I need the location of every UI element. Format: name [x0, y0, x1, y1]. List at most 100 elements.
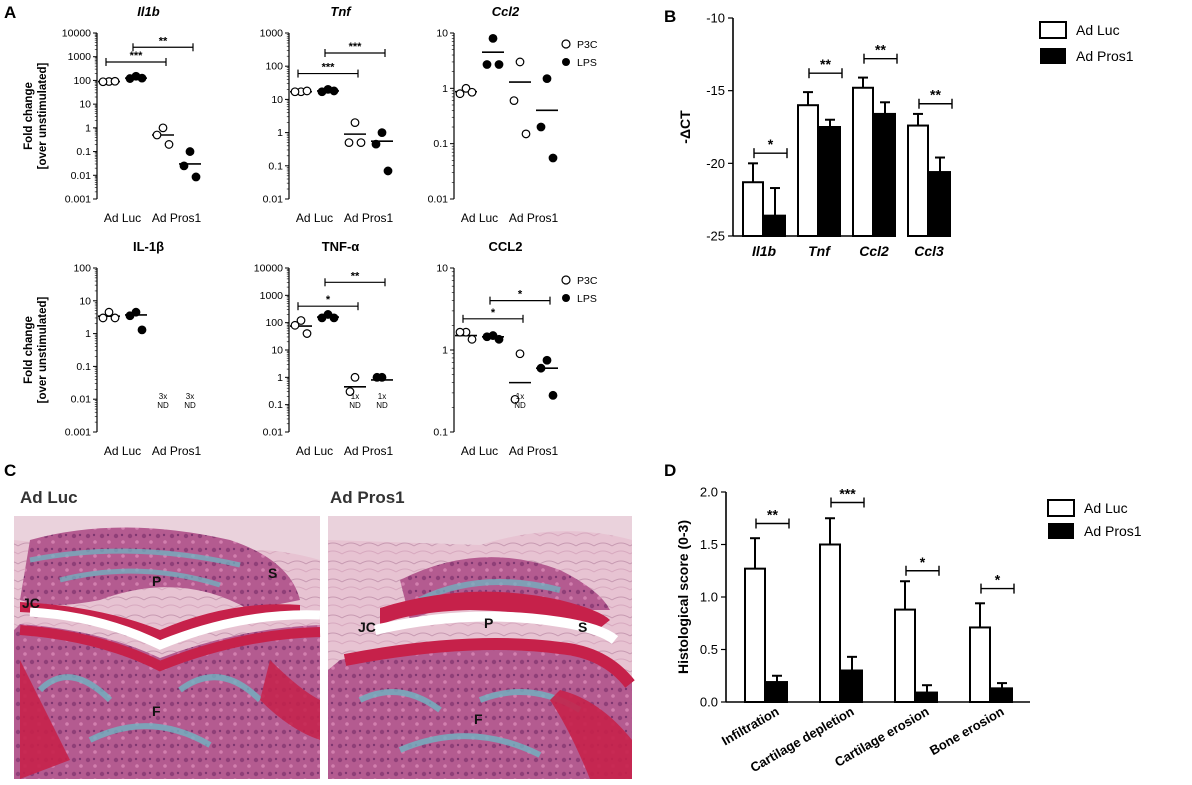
significance-label: *: [920, 554, 926, 570]
bar: [991, 687, 1013, 703]
x-label: Ad Luc: [461, 444, 498, 458]
data-point: [356, 138, 366, 147]
data-point: [290, 87, 300, 97]
legend-filled-swatch: [1048, 523, 1074, 539]
y-tick-label: 1: [277, 127, 283, 139]
data-point: [185, 147, 195, 156]
data-point: [302, 86, 312, 96]
data-point: [125, 311, 135, 321]
data-point: [350, 372, 360, 382]
data-point: [317, 313, 327, 323]
legend-filled-label: Ad Pros1: [1084, 523, 1142, 539]
histology-label-s: S: [268, 565, 277, 581]
bar: [894, 608, 916, 703]
legend-open-label: P3C: [577, 275, 598, 287]
y-tick-label: 1000: [260, 28, 284, 40]
data-point: [125, 74, 135, 83]
data-point: [536, 122, 546, 132]
y-tick-label: 1: [442, 345, 448, 357]
data-point: [542, 74, 552, 83]
significance-label: *: [518, 289, 523, 301]
plot-tnf: 0.01 0.1 1 10 100 1000 Tnf Ad Luc Ad Pros1 *** ***: [260, 4, 394, 225]
legend-filled-label: LPS: [577, 293, 597, 305]
y-tick-label: -25: [706, 229, 725, 244]
histology-panel: Ad Luc Ad Pros1 P S JC F: [14, 488, 635, 779]
plot-delta-ct: -10 -15 -20 -25 -ΔCT * Il1b ** Tnf ** Ccl2 ** Ccl3: [677, 11, 953, 259]
legend-open-swatch: [1039, 21, 1067, 39]
plot-title: Tnf: [330, 4, 352, 19]
x-label: Ad Pros1: [509, 444, 559, 458]
y-tick-label: 100: [265, 61, 283, 73]
data-point: [104, 307, 114, 317]
panel-label-a: A: [4, 3, 16, 22]
nd-label: ND: [157, 401, 169, 410]
category-label: Ccl2: [859, 243, 889, 259]
data-point: [494, 334, 504, 344]
nd-label: 1x: [351, 392, 359, 401]
y-tick-label: 10: [436, 263, 448, 275]
nd-label: ND: [349, 401, 361, 410]
category-label: Bone erosion: [927, 704, 1006, 759]
panel-label-c: C: [4, 461, 16, 480]
y-axis-label: [over unstimulated]: [37, 296, 49, 403]
data-point: [110, 313, 120, 323]
significance-label: ***: [839, 486, 856, 502]
y-axis-label: Fold change: [23, 316, 35, 384]
y-tick-label: 0.5: [700, 642, 718, 657]
data-point: [137, 325, 147, 335]
plot-title: IL-1β: [133, 239, 164, 254]
plot-il1b: 0.001 0.01 0.1 1 10 100 1000 10000 Il1b Ad Luc Ad …: [23, 4, 202, 225]
legend-top: P3C LPS: [561, 39, 598, 69]
bar: [969, 626, 991, 704]
y-tick-label: -20: [706, 156, 725, 171]
data-point: [371, 139, 381, 149]
plot-title: CCL2: [489, 239, 523, 254]
legend-bottom: P3C LPS: [561, 275, 598, 305]
data-point: [383, 166, 393, 176]
histology-title-left: Ad Luc: [20, 488, 78, 507]
data-point: [152, 130, 162, 140]
y-tick-label: 1.5: [700, 537, 718, 552]
data-point: [515, 349, 525, 359]
data-point: [455, 327, 465, 337]
y-tick-label: -15: [706, 83, 725, 98]
y-tick-label: 100: [73, 263, 91, 275]
plot-histological-score: 0.0 0.5 1.0 1.5 2.0 Histological score (0-3) *…: [675, 485, 1030, 775]
histology-title-right: Ad Pros1: [330, 488, 405, 507]
histology-label-f: F: [474, 711, 483, 727]
y-tick-label: 100: [265, 317, 283, 329]
data-point: [521, 129, 531, 139]
histology-label-f: F: [152, 703, 161, 719]
significance-label: ***: [349, 41, 363, 53]
y-tick-label: 0.1: [433, 427, 448, 439]
data-point: [329, 313, 339, 323]
y-tick-label: 0.01: [71, 170, 92, 182]
bar: [874, 112, 896, 237]
bar: [907, 124, 929, 237]
x-label: Ad Pros1: [152, 444, 202, 458]
bar: [742, 181, 764, 238]
significance-label: **: [351, 270, 360, 282]
bar: [819, 543, 841, 703]
y-tick-label: 0.1: [268, 399, 283, 411]
legend-filled-dot: [562, 294, 570, 302]
legend-filled-label: LPS: [577, 57, 597, 69]
y-tick-label: 1000: [260, 290, 284, 302]
bar: [764, 214, 786, 238]
data-point: [296, 316, 306, 325]
category-label: Il1b: [752, 243, 777, 259]
bar: [766, 681, 788, 703]
nd-label: ND: [376, 401, 388, 410]
data-point: [302, 329, 312, 338]
x-label: Ad Pros1: [344, 211, 394, 225]
data-point: [467, 334, 477, 344]
bar: [841, 669, 863, 703]
y-tick-label: 0.01: [71, 394, 92, 406]
y-tick-label: 1000: [68, 51, 92, 63]
data-point: [548, 390, 558, 400]
x-label: Ad Luc: [104, 211, 141, 225]
legend-open-label: P3C: [577, 39, 598, 51]
category-label: Tnf: [808, 243, 831, 259]
histology-label-p: P: [484, 615, 493, 631]
